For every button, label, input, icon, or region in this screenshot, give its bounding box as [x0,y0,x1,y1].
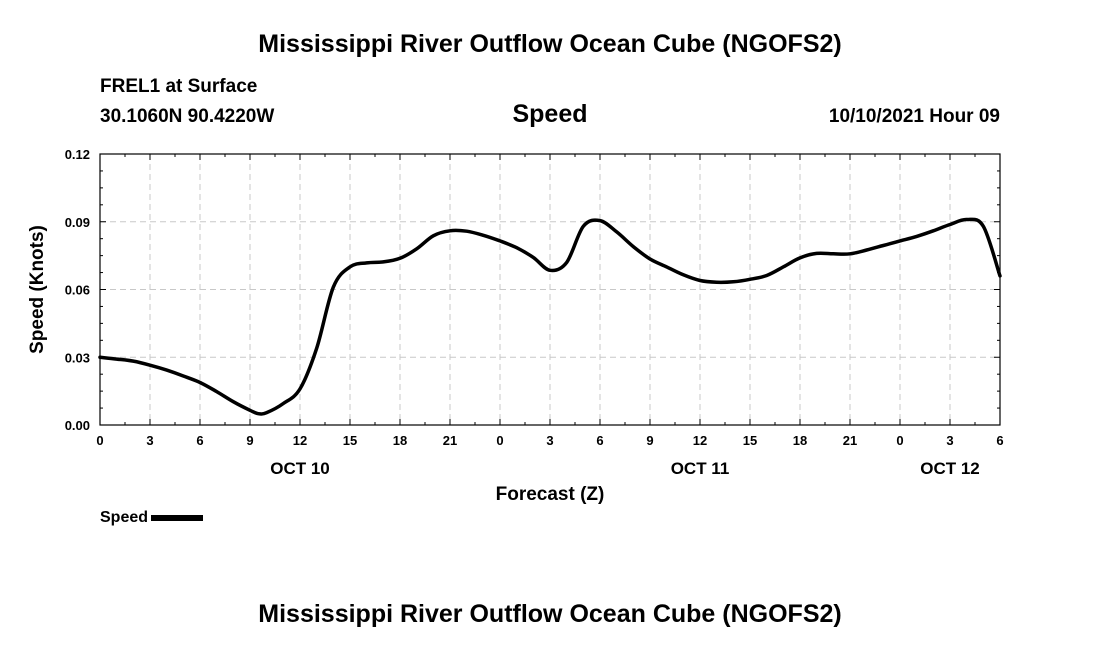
legend-line-swatch [151,514,204,521]
x-tick-label: 6 [996,433,1003,448]
speed-series-line [98,217,1002,416]
x-tick-label: 9 [646,433,653,448]
station-coordinates: 30.1060N 90.4220W [100,106,275,127]
y-tick-label: 0.06 [65,283,90,298]
variable-title: Speed [512,100,588,128]
chart-footer-title: Mississippi River Outflow Ocean Cube (NG… [258,600,842,628]
x-tick-label: 3 [146,433,153,448]
station-name: FREL1 at Surface [100,76,258,97]
y-axis-title: Speed (Knots) [27,225,48,354]
y-tick-label: 0.12 [65,147,90,162]
x-tick-label: 0 [496,433,503,448]
x-tick-label: 12 [693,433,707,448]
x-axis-title: Forecast (Z) [496,484,605,505]
plot-frame [99,153,1001,426]
x-tick-label: 3 [546,433,553,448]
x-tick-label: 15 [743,433,757,448]
x-date-label: OCT 10 [270,459,330,478]
x-tick-label: 0 [96,433,103,448]
chart-main-title: Mississippi River Outflow Ocean Cube (NG… [258,30,842,58]
x-date-label: OCT 11 [671,459,730,478]
legend: Speed [100,509,204,527]
x-tick-label: 21 [843,433,857,448]
legend-label: Speed [100,509,149,526]
y-tick-label: 0.00 [65,418,90,433]
x-tick-label: 18 [393,433,407,448]
x-tick-label: 0 [896,433,903,448]
x-tick-label: 6 [596,433,603,448]
x-date-label: OCT 12 [920,459,980,478]
forecast-datetime: 10/10/2021 Hour 09 [828,106,1000,127]
x-tick-label: 12 [293,433,307,448]
x-tick-label: 9 [246,433,253,448]
x-tick-label: 15 [343,433,357,448]
x-tick-label: 6 [196,433,203,448]
y-tick-label: 0.09 [65,215,90,230]
x-tick-label: 21 [443,433,457,448]
y-tick-label: 0.03 [65,350,90,365]
x-tick-label: 18 [793,433,807,448]
x-tick-label: 3 [946,433,953,448]
